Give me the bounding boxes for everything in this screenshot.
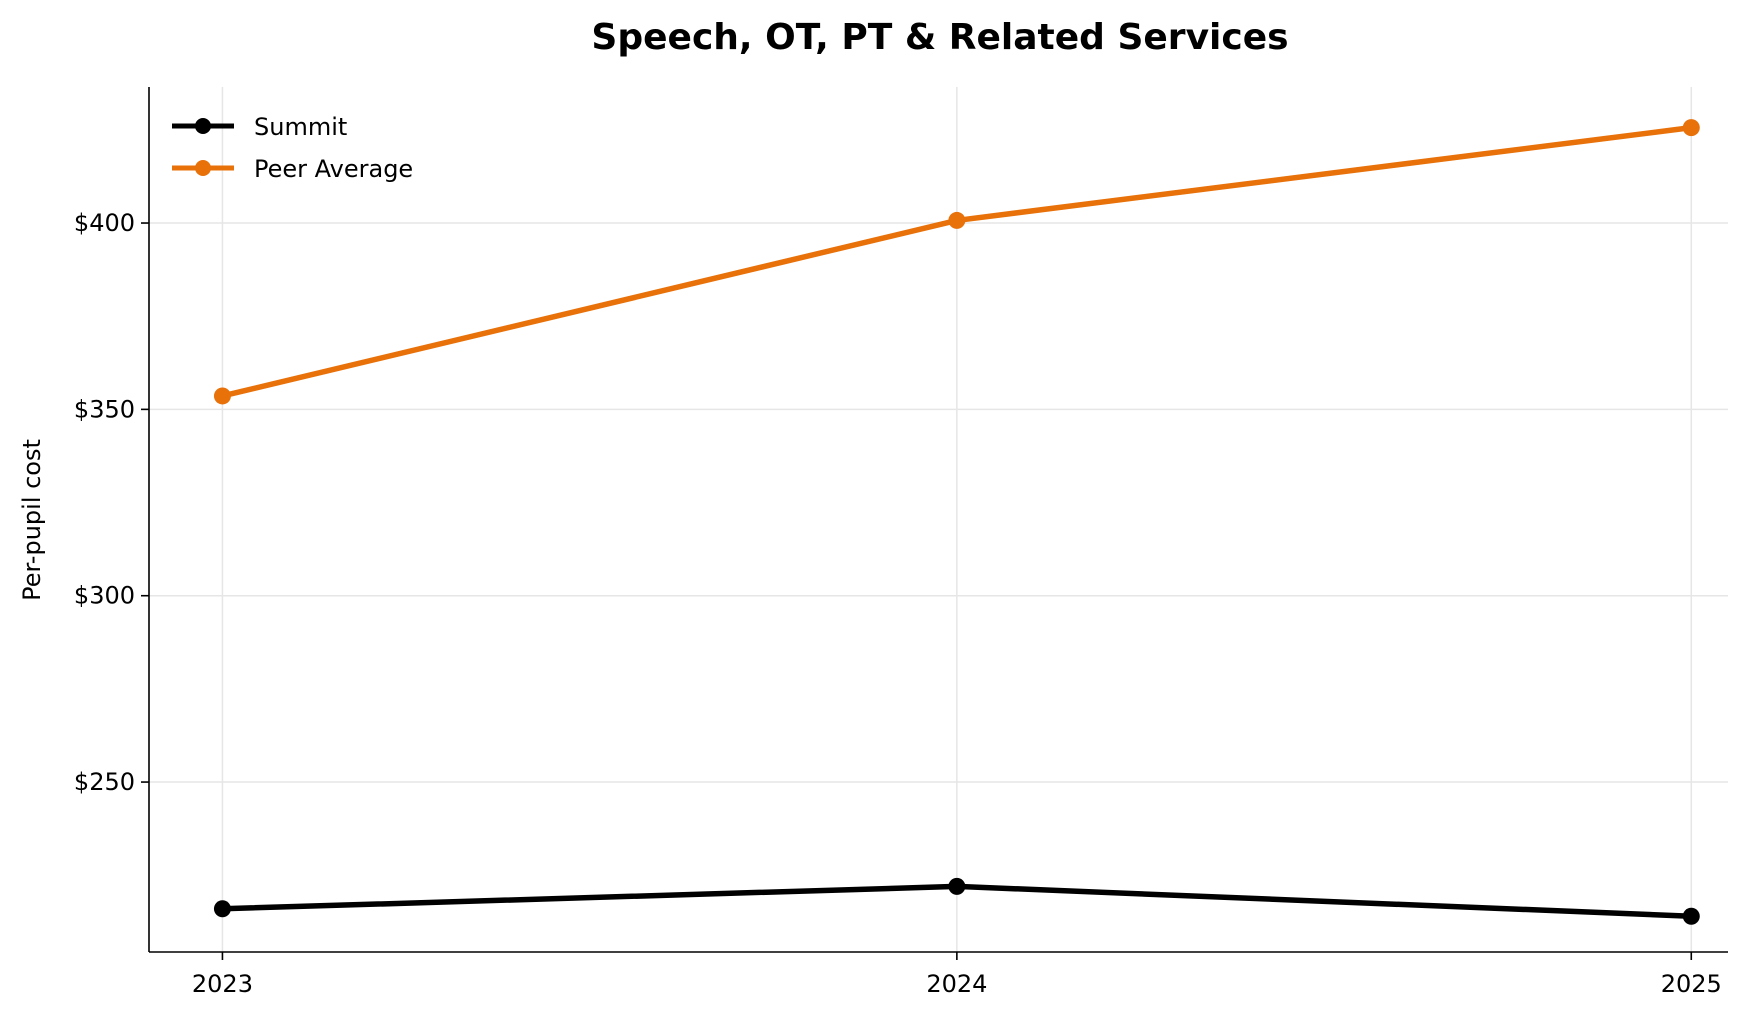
y-tick-label: $350 <box>74 395 135 423</box>
legend-marker-summit <box>195 118 211 134</box>
legend-item-summit: Summit <box>172 113 347 141</box>
data-point-summit <box>948 877 966 895</box>
legend: Summit Peer Average <box>172 113 413 183</box>
data-point-peer-average <box>1682 119 1700 137</box>
series-layer <box>213 119 1700 925</box>
chart-title: Speech, OT, PT & Related Services <box>591 17 1288 58</box>
legend-label-peer-average: Peer Average <box>254 155 413 183</box>
y-tick-label: $400 <box>74 209 135 237</box>
x-tick-label: 2023 <box>192 970 253 998</box>
y-tick-label: $250 <box>74 768 135 796</box>
data-point-peer-average <box>948 211 966 229</box>
data-point-peer-average <box>213 387 231 405</box>
data-point-summit <box>213 900 231 918</box>
y-tick-label: $300 <box>74 582 135 610</box>
x-tick-label: 2025 <box>1661 970 1722 998</box>
data-point-summit <box>1682 907 1700 925</box>
legend-item-peer-average: Peer Average <box>172 155 413 183</box>
legend-label-summit: Summit <box>254 113 347 141</box>
grid <box>149 87 1728 952</box>
x-tick-label: 2024 <box>926 970 987 998</box>
ticks: $250 $300 $350 $400 2023 2024 2025 <box>74 209 1722 998</box>
y-axis-label: Per-pupil cost <box>18 439 46 601</box>
legend-marker-peer <box>195 160 211 176</box>
